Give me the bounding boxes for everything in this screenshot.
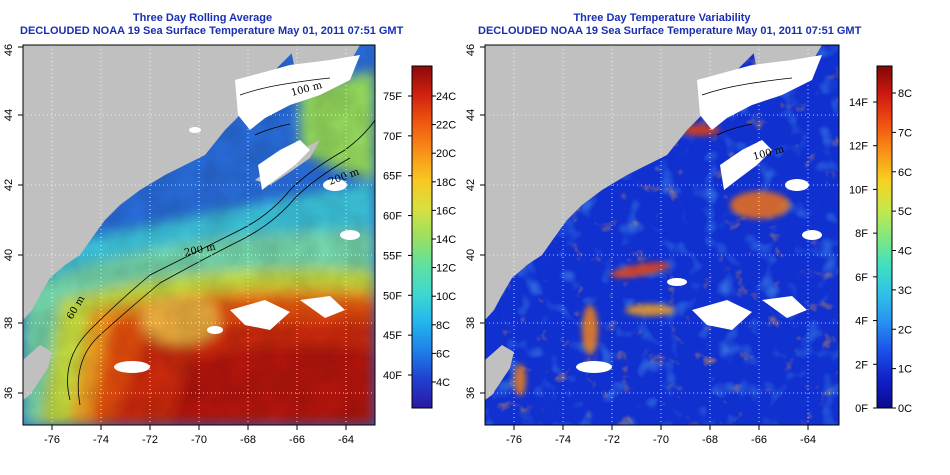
left-colorbar-celsius-label: 14C [436,234,456,246]
right-colorbar-celsius-labels: 8C 7C 6C 5C 4C 3C 2C 1C 0C [892,88,912,415]
right-colorbar-fahrenheit-label: 6F [855,272,868,284]
left-colorbar-celsius-label: 12C [436,263,456,275]
right-x-tick-label: -66 [751,434,767,446]
left-colorbar-fahrenheit-label: 70F [383,131,402,143]
right-colorbar-celsius-label: 7C [898,127,912,139]
right-colorbar-celsius-label: 5C [898,206,912,218]
right-colorbar-celsius-label: 8C [898,88,912,100]
left-y-tick-label: 46 [3,44,15,56]
right-y-tick-label: 42 [465,179,477,191]
left-colorbar-fahrenheit-label: 60F [383,211,402,223]
left-x-tick-label: -68 [240,434,256,446]
left-y-tick-label: 44 [3,109,15,121]
right-colorbar: 8C 7C 6C 5C 4C 3C 2C 1C 0C 14F 12F 10F 8F 6F 4F 2F 0F [849,65,912,415]
left-y-axis: 36 38 40 42 44 46 [3,44,23,399]
left-colorbar-celsius-label: 20C [436,148,456,160]
left-x-tick-label: -70 [191,434,207,446]
left-colorbar: 24C 22C 20C 18C 16C 14C 12C 10C 8C 6C 4C 75F 70F 65F… [383,65,456,409]
right-x-tick-label: -68 [702,434,718,446]
right-x-tick-label: -76 [506,434,522,446]
right-land [485,45,762,320]
right-y-tick-label: 40 [465,249,477,261]
right-colorbar-celsius-label: 4C [898,246,912,258]
left-x-tick-label: -76 [44,434,60,446]
right-map: 100 m [485,45,839,425]
right-panel-subtitle: DECLOUDED NOAA 19 Sea Surface Temperatur… [478,25,862,37]
left-colorbar-celsius-label: 16C [436,205,456,217]
right-graticule [485,45,839,425]
right-colorbar-celsius-label: 0C [898,403,912,415]
right-colorbar-fahrenheit-label: 12F [849,141,868,153]
left-colorbar-gradient [411,65,433,409]
right-x-axis: -76 -74 -72 -70 -68 -66 -64 [506,425,816,446]
right-x-tick-label: -70 [653,434,669,446]
left-x-axis: -76 -74 -72 -70 -68 -66 -64 [44,425,354,446]
right-cloud-mask [576,55,822,373]
left-x-tick-label: -66 [289,434,305,446]
right-y-tick-label: 44 [465,109,477,121]
left-x-tick-label: -72 [142,434,158,446]
left-bathymetry-contours [67,77,375,406]
left-y-tick-label: 42 [3,179,15,191]
left-colorbar-fahrenheit-label: 75F [383,91,402,103]
right-colorbar-fahrenheit-label: 8F [855,228,868,240]
right-colorbar-fahrenheit-label: 10F [849,184,868,196]
right-colorbar-fahrenheit-label: 4F [855,316,868,328]
left-colorbar-fahrenheit-label: 40F [383,370,402,382]
left-colorbar-fahrenheit-label: 55F [383,250,402,262]
right-colorbar-fahrenheit-label: 14F [849,97,868,109]
left-colorbar-celsius-label: 4C [436,377,450,389]
left-colorbar-celsius-label: 18C [436,177,456,189]
left-y-tick-label: 40 [3,249,15,261]
right-y-tick-label: 38 [465,317,477,329]
left-colorbar-fahrenheit-labels: 75F 70F 65F 60F 55F 50F 45F 40F [383,91,412,382]
left-colorbar-fahrenheit-label: 65F [383,171,402,183]
left-x-tick-label: -74 [93,434,109,446]
right-y-tick-label: 46 [465,44,477,56]
right-colorbar-fahrenheit-label: 2F [855,359,868,371]
left-map: 100 m 200 m 200 m 60 m [23,45,375,425]
right-map-frame [484,44,840,426]
right-y-axis: 36 38 40 42 44 46 [465,44,485,399]
right-y-tick-label: 36 [465,387,477,399]
right-colorbar-celsius-label: 2C [898,324,912,336]
left-graticule [23,45,375,425]
left-x-tick-label: -64 [338,434,354,446]
left-colorbar-celsius-label: 22C [436,120,456,132]
left-colorbar-fahrenheit-label: 45F [383,330,402,342]
right-colorbar-celsius-label: 1C [898,364,912,376]
left-colorbar-fahrenheit-label: 50F [383,290,402,302]
left-land [23,45,300,320]
right-colorbar-fahrenheit-labels: 14F 12F 10F 8F 6F 4F 2F 0F [849,97,877,415]
left-colorbar-celsius-labels: 24C 22C 20C 18C 16C 14C 12C 10C 8C 6C 4C [432,91,456,389]
left-colorbar-celsius-label: 6C [436,348,450,360]
left-cloud-mask [114,55,360,373]
left-panel-subtitle: DECLOUDED NOAA 19 Sea Surface Temperatur… [20,25,404,37]
left-colorbar-celsius-label: 10C [436,291,456,303]
left-colorbar-celsius-label: 24C [436,91,456,103]
right-x-tick-label: -74 [555,434,571,446]
left-panel-title: Three Day Rolling Average [132,12,273,24]
right-colorbar-gradient [876,65,893,409]
right-colorbar-celsius-label: 3C [898,285,912,297]
right-colorbar-celsius-label: 6C [898,167,912,179]
right-x-tick-label: -72 [604,434,620,446]
right-x-tick-label: -64 [800,434,816,446]
left-y-tick-label: 36 [3,387,15,399]
right-colorbar-fahrenheit-label: 0F [855,403,868,415]
left-colorbar-celsius-label: 8C [436,320,450,332]
right-panel-title: Three Day Temperature Variability [573,12,751,24]
left-y-tick-label: 38 [3,317,15,329]
right-bathymetry-contours [701,77,793,136]
